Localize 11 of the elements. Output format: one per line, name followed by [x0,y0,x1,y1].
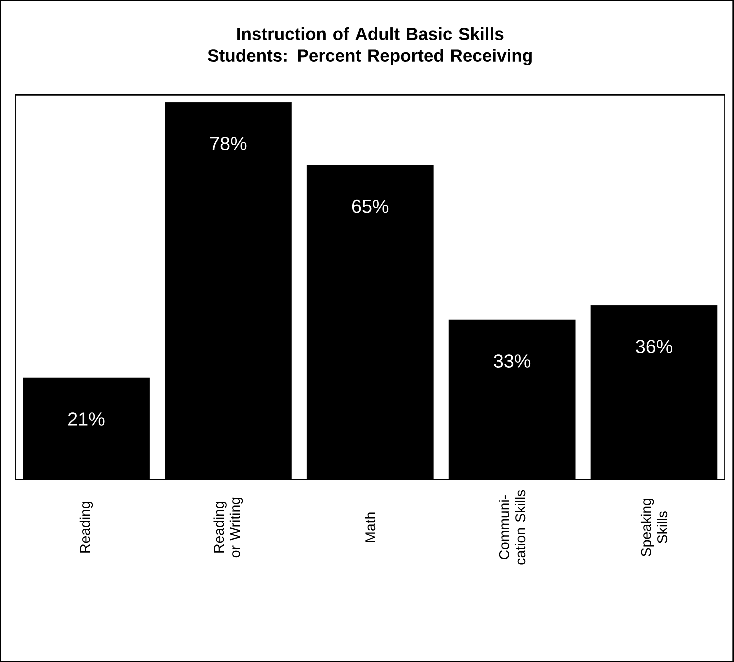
data-label: 21% [68,412,105,426]
chart-title: Instruction of Adult Basic Skills Students: Percent Reported Receiving [208,27,532,66]
x-tick-label: Math [365,512,376,542]
x-tick-label: Speaking Skills [640,498,668,556]
data-label: 78% [210,136,247,150]
data-label: 36% [636,340,672,354]
x-tick-label: Communi-cation Skills [499,490,526,565]
data-label: 65% [352,200,389,214]
x-tick-label: Reading or Writing [214,498,244,558]
data-label: 33% [494,354,531,368]
x-tick-label: Reading [80,502,94,553]
